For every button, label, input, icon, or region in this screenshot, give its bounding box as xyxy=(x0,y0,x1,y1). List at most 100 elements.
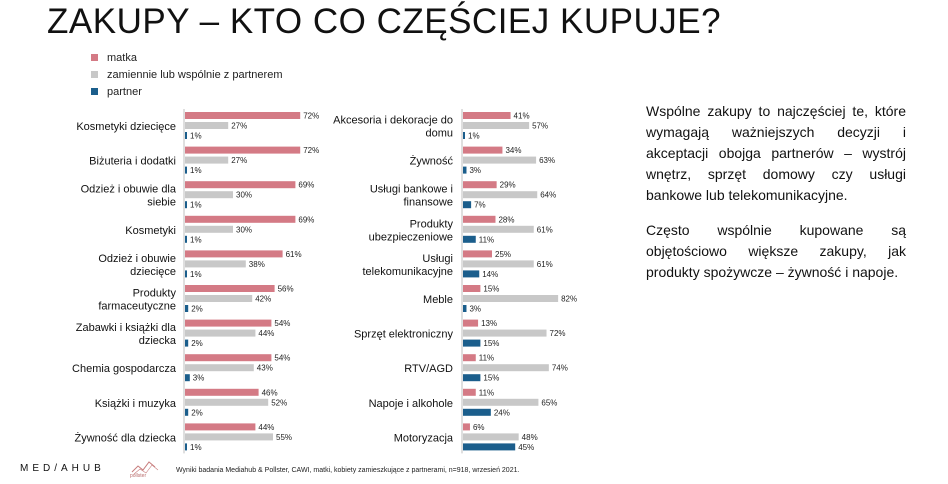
category-label: dziecięce xyxy=(130,266,176,278)
category-label: dziecka xyxy=(139,335,177,347)
data-label: 28% xyxy=(498,215,514,224)
data-label: 61% xyxy=(286,250,302,259)
data-label: 6% xyxy=(473,423,485,432)
bar-matka xyxy=(185,423,256,431)
bar-matka xyxy=(463,423,470,431)
data-label: 55% xyxy=(276,433,292,442)
bar-wspolnie xyxy=(463,191,538,199)
bar-wspolnie xyxy=(185,260,246,268)
bar-matka xyxy=(185,215,296,223)
category-label: siebie xyxy=(147,197,176,209)
data-label: 72% xyxy=(303,146,319,155)
data-label: 42% xyxy=(255,295,271,304)
legend-swatch-matka xyxy=(91,54,98,61)
page-title: ZAKUPY – KTO CO CZĘŚCIEJ KUPUJE? xyxy=(47,2,722,41)
bar-partner xyxy=(463,408,491,416)
data-label: 2% xyxy=(191,339,203,348)
category-label: Usługi bankowe i xyxy=(370,184,453,196)
bar-wspolnie xyxy=(463,260,534,268)
bar-matka xyxy=(463,146,503,154)
data-label: 29% xyxy=(500,181,516,190)
data-label: 27% xyxy=(231,122,247,131)
bar-wspolnie xyxy=(185,295,253,302)
bar-wspolnie xyxy=(463,433,519,441)
bar-partner xyxy=(463,443,516,451)
category-label: telekomunikacyjne xyxy=(363,266,454,278)
data-label: 11% xyxy=(479,388,494,397)
chart-legend: matka zamiennie lub wspólnie z partnerem… xyxy=(91,49,282,100)
data-label: 3% xyxy=(469,305,481,314)
bar-partner xyxy=(463,201,472,209)
data-label: 41% xyxy=(514,112,530,121)
bar-wspolnie xyxy=(463,295,559,302)
bar-partner xyxy=(185,305,189,312)
bar-wspolnie xyxy=(185,329,256,337)
category-label: ubezpieczeniowe xyxy=(369,231,453,243)
data-label: 34% xyxy=(505,146,521,155)
data-label: 13% xyxy=(481,319,497,328)
bar-matka xyxy=(463,354,476,362)
data-label: 61% xyxy=(537,260,553,269)
category-label: Odzież i obuwie dla xyxy=(81,184,177,196)
data-label: 69% xyxy=(298,181,314,190)
data-label: 48% xyxy=(522,433,538,442)
data-label: 14% xyxy=(482,270,498,279)
category-label: Akcesoria i dekoracje do xyxy=(333,115,453,127)
bar-matka xyxy=(185,181,296,189)
bar-matka xyxy=(463,388,476,396)
side-paragraph-1: Wspólne zakupy to najczęściej te, które … xyxy=(646,103,906,203)
data-label: 72% xyxy=(550,329,566,338)
bar-partner xyxy=(463,270,480,278)
bar-matka xyxy=(463,181,497,189)
side-paragraph-2: Często wspólnie kupowane są objętościowo… xyxy=(646,222,906,280)
data-label: 11% xyxy=(479,235,494,244)
legend-item-wspolnie: zamiennie lub wspólnie z partnerem xyxy=(91,66,282,83)
category-label: Biżuteria i dodatki xyxy=(89,156,176,168)
data-label: 25% xyxy=(495,250,511,259)
bar-wspolnie xyxy=(185,433,273,441)
bar-matka xyxy=(185,285,275,292)
data-label: 1% xyxy=(190,166,202,175)
bar-matka xyxy=(185,250,283,258)
pollster-logo-icon xyxy=(131,461,159,475)
data-label: 61% xyxy=(537,225,553,234)
data-label: 1% xyxy=(190,270,202,279)
bar-partner xyxy=(185,339,189,347)
data-label: 65% xyxy=(541,398,557,407)
bar-matka xyxy=(185,388,259,396)
bar-partner xyxy=(463,339,481,347)
data-label: 54% xyxy=(274,319,290,328)
bar-partner xyxy=(185,132,187,139)
legend-item-matka: matka xyxy=(91,49,282,66)
bar-partner xyxy=(185,235,187,243)
data-label: 2% xyxy=(191,305,203,314)
category-label: Meble xyxy=(423,294,453,306)
bar-wspolnie xyxy=(463,398,539,406)
category-label: farmaceutyczne xyxy=(98,301,176,313)
data-label: 24% xyxy=(494,408,510,417)
legend-label-partner: partner xyxy=(107,85,142,98)
data-label: 54% xyxy=(274,354,290,363)
bar-wspolnie xyxy=(185,191,233,199)
legend-swatch-partner xyxy=(91,88,98,95)
bar-partner xyxy=(463,235,476,243)
data-label: 45% xyxy=(518,443,534,452)
data-label: 3% xyxy=(469,166,481,175)
data-label: 82% xyxy=(561,295,577,304)
data-label: 63% xyxy=(539,156,555,165)
category-label: Żywność xyxy=(410,155,454,168)
bar-partner xyxy=(185,443,187,451)
data-label: 15% xyxy=(483,374,499,383)
category-label: domu xyxy=(425,128,453,140)
legend-swatch-wspolnie xyxy=(91,71,98,78)
data-label: 57% xyxy=(532,122,548,131)
bar-partner xyxy=(463,132,465,139)
category-label: Produkty xyxy=(410,218,454,230)
bar-wspolnie xyxy=(185,398,269,406)
bar-wspolnie xyxy=(463,156,537,164)
bar-partner xyxy=(185,166,187,174)
data-label: 1% xyxy=(190,443,202,452)
data-label: 11% xyxy=(479,354,494,363)
data-label: 72% xyxy=(303,112,319,121)
data-label: 43% xyxy=(257,364,273,373)
